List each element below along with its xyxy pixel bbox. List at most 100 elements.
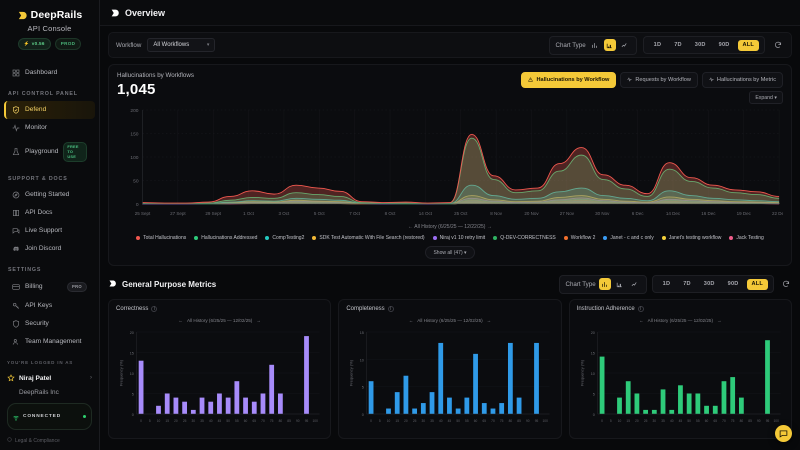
hallucinations-panel: Hallucinations by Workflows 1,045 Halluc… (108, 64, 792, 266)
card-title-label: Instruction Adherence (576, 306, 635, 312)
area-chart-icon[interactable] (614, 278, 626, 290)
activity-pulse-icon (627, 76, 632, 84)
tab-requests-by-workflow[interactable]: Requests by Workflow (620, 72, 698, 88)
legend-item[interactable]: Janet's testing workflow (661, 235, 721, 241)
chart-type-label: Chart Type (555, 41, 586, 49)
svg-text:75: 75 (731, 419, 735, 423)
legend-item[interactable]: Total Hallucinations (136, 235, 186, 241)
line-chart-icon[interactable] (629, 278, 641, 290)
bar-chart-icon[interactable] (598, 278, 611, 290)
legend-item[interactable]: Niraj v1 10 retry limit (432, 235, 485, 241)
range-all[interactable]: ALL (737, 39, 759, 51)
workflow-select[interactable]: All Workflows ▾ (147, 38, 216, 52)
wifi-icon (13, 408, 19, 426)
sidebar-item-label: Getting Started (25, 191, 70, 198)
metrics-range-7d[interactable]: 7D (683, 281, 691, 287)
area-chart-icon[interactable] (603, 39, 616, 51)
user-account-row[interactable]: Niraj Patel › (7, 369, 92, 387)
instruction-adherence-bar-chart[interactable]: 0 5 10 15 20 Frequency (%) 0 5 10 15 20 25 30 35 40 45 5… (577, 326, 784, 426)
range-30d[interactable]: 30D (694, 42, 706, 48)
legend-item[interactable]: Jack Testing (729, 235, 764, 241)
svg-text:10: 10 (157, 419, 161, 423)
svg-text:150: 150 (130, 131, 138, 137)
range-1d[interactable]: 1D (653, 42, 662, 48)
range-90d[interactable]: 90D (718, 42, 730, 48)
completeness-bar-chart[interactable]: 0 5 10 15 Frequency (%) 0 5 10 15 20 25 30 35 40 45 50 5… (346, 326, 553, 426)
info-icon[interactable]: i (151, 306, 158, 312)
range-7d[interactable]: 7D (674, 42, 682, 48)
support-chat-button[interactable] (775, 425, 792, 442)
sidebar-item-api-keys[interactable]: API Keys (4, 297, 95, 315)
svg-text:65: 65 (483, 419, 487, 423)
line-chart-icon[interactable] (619, 39, 631, 51)
discord-icon (12, 245, 20, 253)
metrics-range-90d[interactable]: 90D (727, 281, 739, 287)
sidebar-item-getting-started[interactable]: Getting Started (4, 186, 95, 204)
show-all-series-button[interactable]: Show all (47) ▾ (425, 246, 475, 259)
prev-arrow-icon[interactable]: ← (408, 318, 414, 323)
sidebar-item-billing[interactable]: Billing PRO (4, 277, 95, 297)
legend-item[interactable]: SDK Test Automatic With File Search (res… (312, 235, 425, 241)
legend-item[interactable]: Workflow 2 (563, 235, 595, 241)
svg-text:50: 50 (457, 419, 461, 423)
metrics-range-1d[interactable]: 1D (662, 281, 671, 287)
hallucinations-area-chart[interactable]: 0 50 100 150 200 25 Sept 27 Sept 29 Sept 1 Oct 3 … (117, 104, 783, 220)
card-instruction-adherence: Instruction Adherence i ← All History (6… (568, 299, 792, 439)
warning-triangle-icon (528, 76, 534, 84)
refresh-icon[interactable] (771, 39, 784, 52)
next-arrow-icon[interactable]: → (717, 318, 722, 323)
card-range-label: All History (6/25/25 — 12/02/25) (186, 318, 253, 323)
legend-item[interactable]: Janet - c and c only (603, 235, 654, 241)
svg-text:25: 25 (183, 419, 187, 423)
legend-label: Q-DEV-CORRECTNESS (500, 235, 556, 241)
user-org: DeepRails Inc (19, 389, 59, 396)
svg-text:15: 15 (590, 350, 594, 355)
next-arrow-icon[interactable]: → (256, 318, 261, 323)
book-icon (12, 209, 20, 217)
env-badge: PROD (54, 37, 82, 50)
info-icon[interactable]: i (387, 306, 394, 312)
prev-arrow-icon[interactable]: ← (178, 318, 183, 323)
compass-icon (12, 191, 20, 199)
shield-icon (12, 319, 20, 328)
prev-arrow-icon[interactable]: ← (639, 318, 644, 323)
time-range-group: 1D 7D 30D 90D ALL (642, 36, 765, 54)
metrics-range-all[interactable]: ALL (746, 278, 768, 290)
legend-item[interactable]: CompTesting2 (265, 235, 304, 241)
sidebar-item-label: Join Discord (25, 245, 62, 252)
svg-text:50: 50 (133, 178, 139, 184)
legal-compliance-link[interactable]: Legal & Compliance (7, 437, 92, 444)
refresh-icon[interactable] (779, 278, 792, 291)
card-correctness: Correctness i ← All History (6/25/25 — 1… (108, 299, 332, 439)
svg-text:Frequency (%): Frequency (%) (119, 359, 124, 386)
sidebar-item-security[interactable]: Security (4, 315, 95, 333)
sidebar-section-label-api: API CONTROL PANEL (8, 90, 78, 97)
tab-hallucinations-by-workflow[interactable]: Hallucinations by Workflow (521, 72, 617, 88)
svg-text:35: 35 (200, 419, 204, 423)
sidebar-item-label: Live Support (25, 227, 63, 234)
svg-text:40: 40 (670, 419, 674, 423)
sidebar-item-defend[interactable]: Defend (4, 100, 95, 119)
tab-hallucinations-by-metric[interactable]: Hallucinations by Metric (701, 72, 783, 88)
next-arrow-icon[interactable]: → (486, 318, 492, 323)
sidebar-item-join-discord[interactable]: Join Discord (4, 240, 95, 258)
legend-item[interactable]: Hallucinations Addressed (194, 235, 257, 241)
svg-text:5: 5 (132, 391, 134, 396)
svg-text:0: 0 (592, 412, 594, 417)
sidebar-item-label: Team Management (25, 338, 82, 345)
correctness-bar-chart[interactable]: 0 5 10 15 20 Frequency (%) 0 5 10 15 20 25 30 35 40 45 5… (116, 326, 323, 426)
sidebar-item-dashboard[interactable]: Dashboard (4, 64, 95, 82)
bar-chart-icon[interactable] (589, 39, 601, 51)
sidebar-item-api-docs[interactable]: API Docs (4, 204, 95, 222)
sidebar-item-monitor[interactable]: Monitor (4, 119, 95, 137)
info-icon[interactable]: i (637, 306, 644, 312)
legend-item[interactable]: Q-DEV-CORRECTNESS (493, 235, 556, 241)
user-name: Niraj Patel (19, 374, 52, 382)
sidebar-item-team-management[interactable]: Team Management (4, 333, 95, 351)
sidebar-item-live-support[interactable]: Live Support (4, 222, 95, 240)
svg-text:85: 85 (518, 419, 522, 423)
sidebar-item-playground[interactable]: Playground FREE TO USE (4, 137, 95, 167)
expand-button[interactable]: Expand ▾ (749, 91, 783, 104)
expand-label: Expand (755, 94, 773, 101)
metrics-range-30d[interactable]: 30D (703, 281, 715, 287)
